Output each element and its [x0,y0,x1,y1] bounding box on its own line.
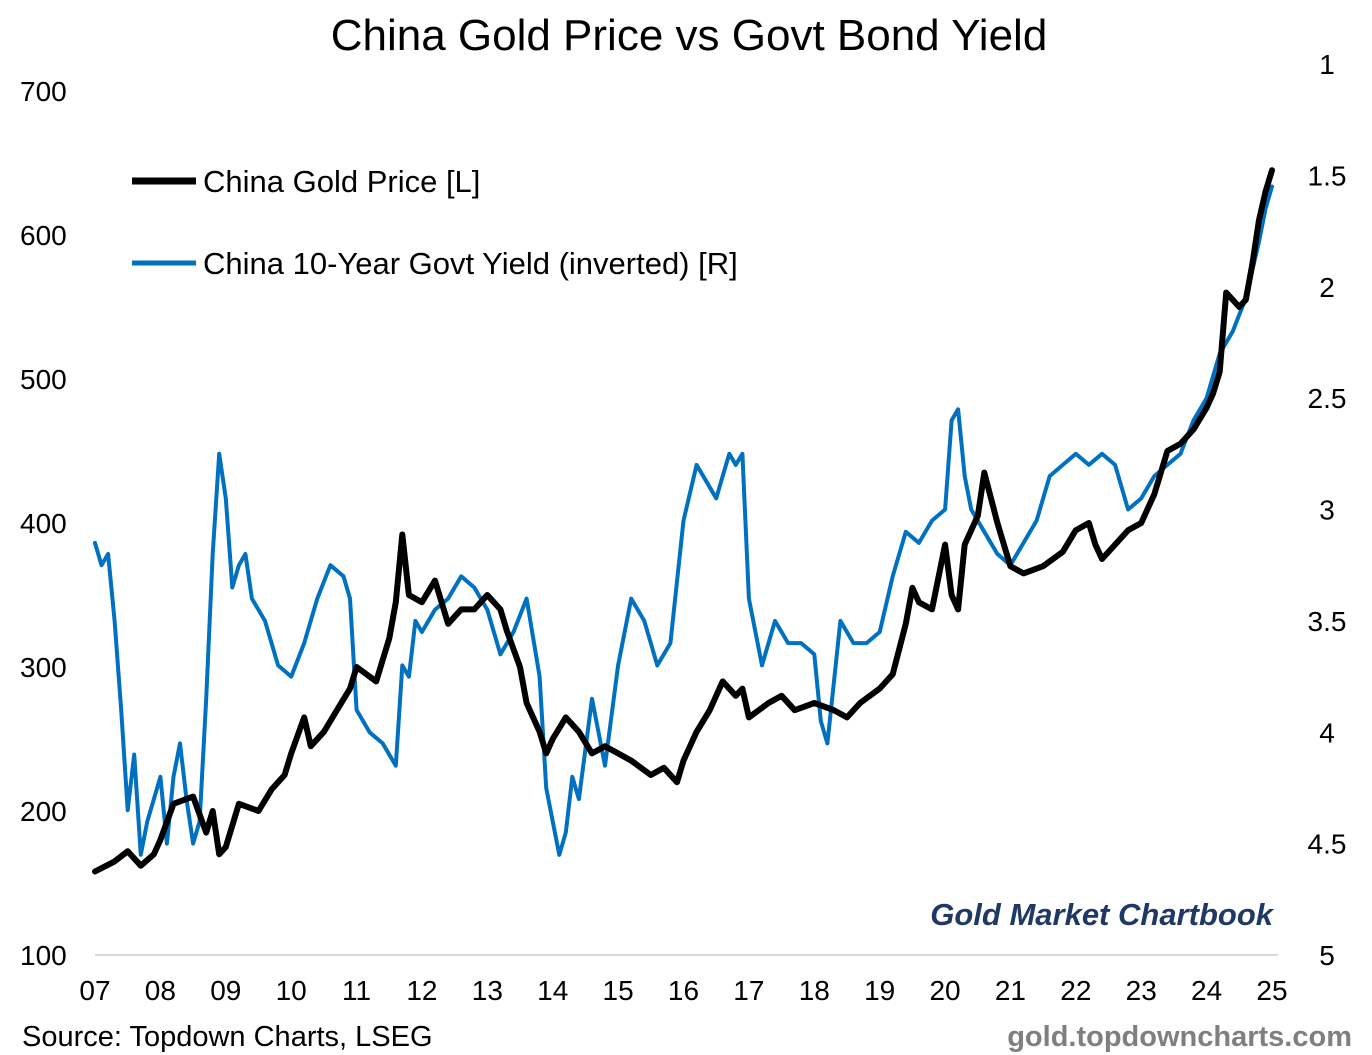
x-tick-label: 18 [799,975,830,1006]
x-axis-ticks: 07 08 09 10 11 12 13 14 15 16 17 18 19 20 21 22 23 24 25 [79,975,1287,1006]
source-note: Source: Topdown Charts, LSEG [22,1021,433,1053]
brand-label: Gold Market Chartbook [930,897,1275,932]
x-tick-label: 11 [342,975,371,1006]
series-layer [92,167,1275,875]
right-tick-label: 2.5 [1308,383,1347,414]
x-tick-label: 15 [603,975,634,1006]
x-tick-label: 24 [1191,975,1222,1006]
x-tick-label: 21 [995,975,1026,1006]
left-tick-label: 600 [20,220,67,251]
right-tick-label: 3 [1319,495,1335,526]
x-tick-label: 20 [929,975,960,1006]
x-tick-label: 22 [1060,975,1091,1006]
x-tick-label: 17 [733,975,764,1006]
left-axis-ticks: 100 200 300 400 500 600 700 [20,76,67,971]
right-tick-label: 1.5 [1308,160,1347,191]
chart-title: China Gold Price vs Govt Bond Yield [331,11,1048,60]
bond-yield-line [93,184,1274,857]
x-tick-label: 16 [668,975,699,1006]
x-tick-label: 13 [472,975,503,1006]
x-tick-label: 23 [1126,975,1157,1006]
legend-label-yield: China 10-Year Govt Yield (inverted) [R] [203,246,738,281]
right-tick-label: 4.5 [1308,829,1347,860]
left-tick-label: 300 [20,652,67,683]
x-tick-label: 14 [537,975,568,1006]
x-tick-label: 19 [864,975,895,1006]
left-tick-label: 400 [20,508,67,539]
right-axis-ticks: 1 1.5 2 2.5 3 3.5 4 4.5 5 [1308,49,1347,971]
legend: China Gold Price [L] China 10-Year Govt … [132,164,738,281]
left-tick-label: 100 [20,940,67,971]
x-tick-label: 10 [276,975,307,1006]
right-tick-label: 3.5 [1308,606,1347,637]
right-tick-label: 5 [1319,940,1335,971]
right-tick-label: 4 [1319,717,1335,748]
x-tick-label: 08 [145,975,176,1006]
x-tick-label: 12 [406,975,437,1006]
x-tick-label: 09 [210,975,241,1006]
x-tick-label: 25 [1256,975,1287,1006]
x-tick-label: 07 [79,975,110,1006]
gold-price-line [92,167,1275,875]
left-tick-label: 200 [20,796,67,827]
legend-label-gold: China Gold Price [L] [203,164,480,199]
right-tick-label: 1 [1319,49,1335,80]
watermark: gold.topdowncharts.com [1007,1021,1352,1053]
left-tick-label: 500 [20,364,67,395]
right-tick-label: 2 [1319,272,1335,303]
left-tick-label: 700 [20,76,67,107]
